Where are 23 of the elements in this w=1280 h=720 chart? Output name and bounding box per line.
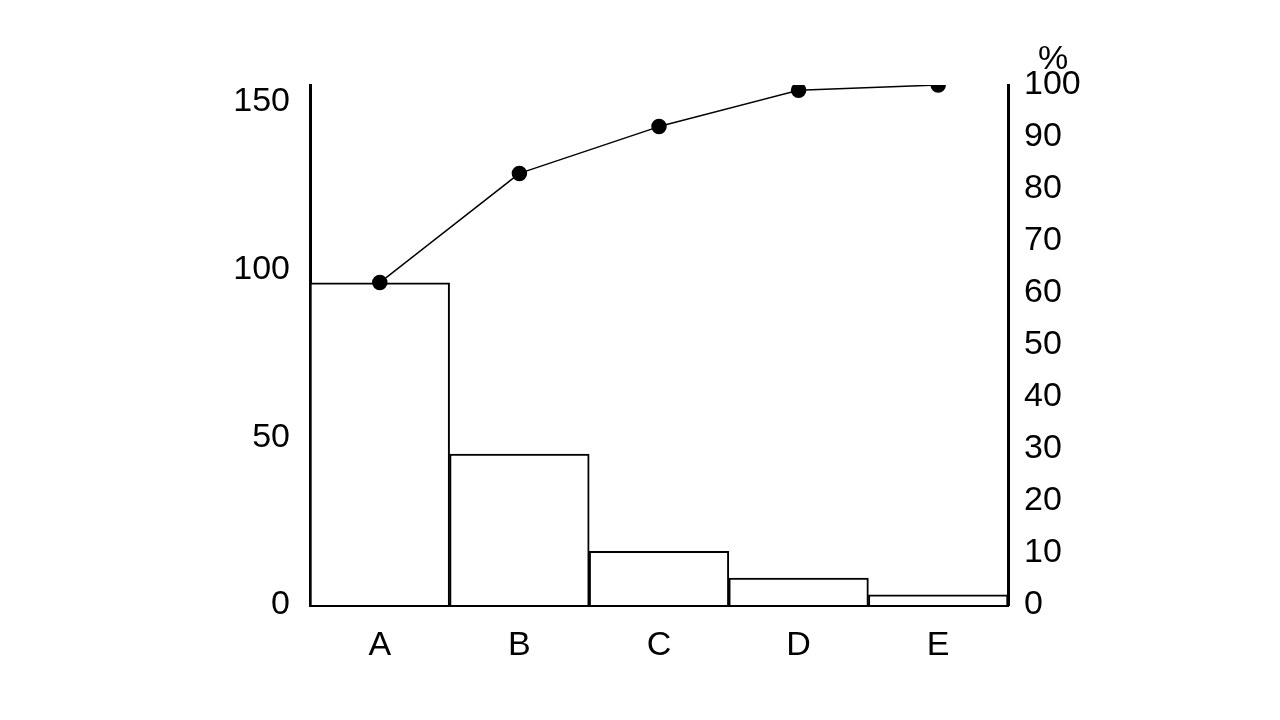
y2-tick-label: 30: [1024, 427, 1062, 466]
point: [372, 274, 388, 291]
y-tick-label: 150: [233, 80, 290, 119]
y2-tick-label: 70: [1024, 219, 1062, 258]
y2-tick-label: 20: [1024, 479, 1062, 518]
x-tick-label: C: [646, 623, 672, 662]
x-tick-label: B: [508, 623, 531, 662]
y2-tick-label: 80: [1024, 167, 1062, 206]
y2-tick-label: 10: [1024, 531, 1062, 570]
y2-tick-label: 40: [1024, 375, 1062, 414]
y2-tick-label: 60: [1024, 271, 1062, 310]
y2-tick-label: 0: [1024, 583, 1043, 622]
x-tick-label: D: [786, 623, 811, 662]
y-tick-label: 0: [271, 583, 290, 622]
point: [790, 85, 807, 98]
y-tick-label: 100: [233, 247, 290, 286]
point: [651, 118, 667, 135]
y2-tick-label: 50: [1024, 323, 1062, 362]
x-tick-label: A: [368, 623, 392, 662]
y-tick-label: 50: [252, 415, 290, 454]
x-tick-label: E: [926, 623, 950, 662]
y2-tick-label: 90: [1024, 115, 1062, 154]
point: [511, 165, 528, 182]
